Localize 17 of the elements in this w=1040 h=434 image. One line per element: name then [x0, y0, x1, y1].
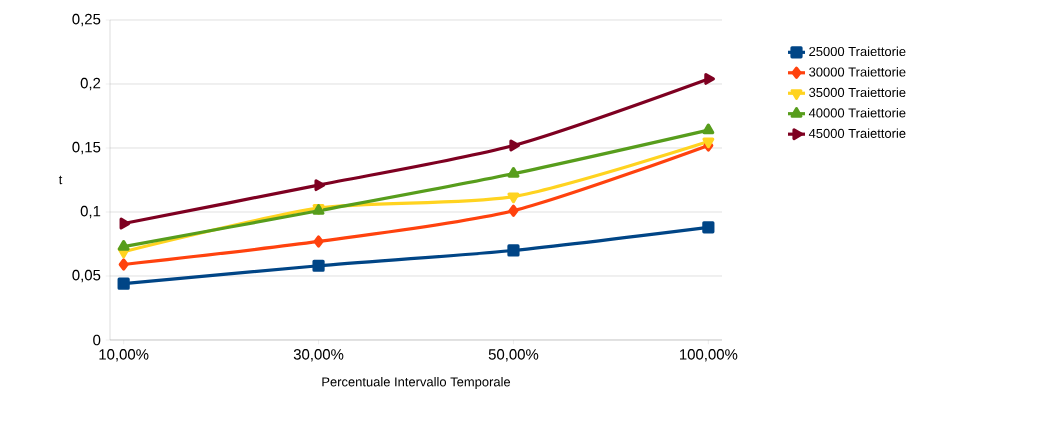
y-tick-label: 0: [93, 334, 101, 346]
legend-label: 40000 Traiettorie: [808, 107, 906, 118]
legend-label: 25000 Traiettorie: [809, 46, 906, 57]
y-tick-label: 0,15: [72, 141, 101, 155]
y-tick-label: 0,05: [72, 269, 101, 283]
legend-label: 35000 Traiettorie: [809, 87, 906, 98]
legend-label: 45000 Traiettorie: [808, 128, 906, 138]
x-axis-title: Percentuale Intervallo Temporale: [322, 376, 511, 390]
x-tick-label: 50,00%: [488, 349, 539, 362]
y-tick-label: 0,25: [72, 13, 101, 27]
x-tick-label: 10,00%: [99, 349, 149, 362]
y-tick-label: 0,2: [80, 77, 101, 91]
x-tick-label: 100,00%: [680, 349, 738, 362]
x-tick-label: 30,00%: [293, 349, 344, 362]
legend-label: 30000 Traiettorie: [809, 67, 906, 77]
y-axis-title: t: [58, 175, 63, 185]
y-tick-label: 0,1: [80, 205, 101, 219]
